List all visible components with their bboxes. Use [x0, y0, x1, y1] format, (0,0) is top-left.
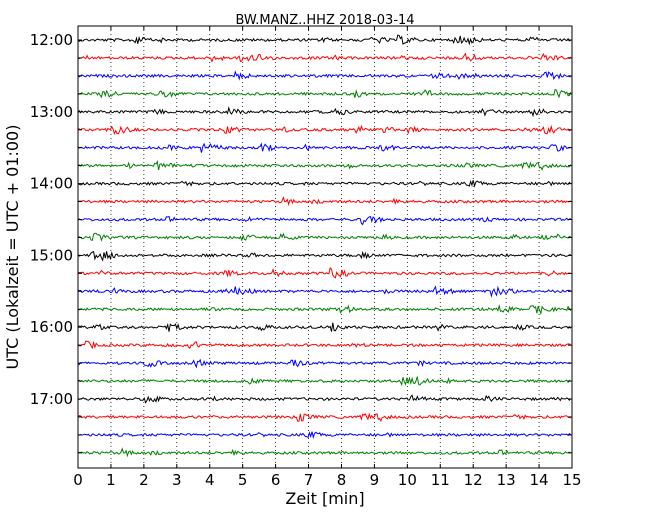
seismogram-trace — [77, 285, 571, 298]
x-tick-label: 5 — [238, 471, 248, 489]
y-tick-label: 17:00 — [30, 390, 73, 408]
seismogram-trace — [77, 52, 572, 63]
x-tick-label: 9 — [370, 471, 380, 489]
x-tick-label: 14 — [530, 471, 549, 489]
seismogram-trace — [77, 179, 572, 188]
seismogram-trace — [77, 431, 572, 439]
seismogram-trace — [77, 34, 571, 46]
y-tick-label: 12:00 — [30, 31, 73, 49]
seismogram-trace — [77, 232, 571, 242]
plot-frame — [77, 25, 573, 469]
trace-layer — [77, 34, 572, 458]
x-tick-label: 8 — [337, 471, 347, 489]
chart-title: BW.MANZ..HHZ 2018-03-14 — [235, 13, 414, 28]
seismogram-trace — [77, 124, 571, 136]
x-tick-label: 0 — [73, 471, 83, 489]
y-tick-label: 15:00 — [30, 246, 73, 264]
x-tick-label: 11 — [431, 471, 450, 489]
x-tick-label: 13 — [497, 471, 516, 489]
seismogram-trace — [77, 70, 571, 81]
x-tick-label: 15 — [562, 471, 581, 489]
x-tick-label: 2 — [139, 471, 149, 489]
x-tick-label: 4 — [205, 471, 215, 489]
y-tick-label: 14:00 — [30, 175, 73, 193]
seismogram-trace — [77, 376, 571, 387]
seismogram-trace — [78, 266, 571, 279]
seismogram-trace — [77, 106, 571, 118]
seismogram-trace — [77, 358, 572, 369]
y-tick-label: 16:00 — [30, 318, 73, 336]
x-axis-label: Zeit [min] — [285, 489, 364, 508]
seismogram-trace — [77, 447, 572, 458]
seismogram-trace — [77, 215, 571, 226]
seismogram-trace — [77, 195, 571, 207]
x-tick-label: 1 — [106, 471, 116, 489]
x-tick-label: 10 — [398, 471, 417, 489]
y-axis-label: UTC (Lokalzeit = UTC + 01:00) — [3, 125, 22, 370]
seismogram-trace — [77, 322, 572, 332]
x-tick-label: 7 — [304, 471, 314, 489]
y-tick-label: 13:00 — [30, 103, 73, 121]
tick-layer: 0 1 2 3 4 5 6 7 8 9 10 11 12 13 14 1512:0013:0014:0015:… — [30, 26, 582, 489]
seismogram-trace — [77, 89, 572, 99]
seismogram-trace — [77, 159, 572, 171]
x-tick-label: 6 — [271, 471, 281, 489]
seismogram-trace — [77, 340, 572, 350]
seismogram-trace — [77, 394, 572, 404]
seismogram-trace — [77, 303, 572, 316]
seismogram-trace — [77, 412, 571, 423]
seismogram-trace — [77, 142, 571, 153]
grid-layer — [110, 26, 540, 468]
x-tick-label: 12 — [464, 471, 483, 489]
seismogram-trace — [77, 250, 571, 262]
x-tick-label: 3 — [172, 471, 182, 489]
